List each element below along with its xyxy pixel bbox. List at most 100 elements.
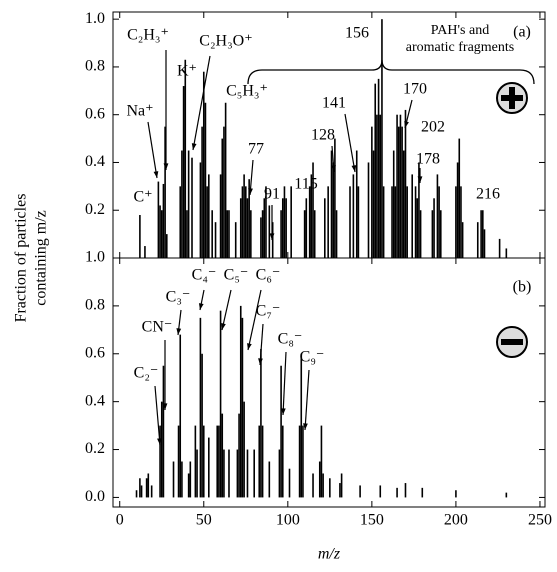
x-tick-label: 0: [116, 512, 124, 529]
bar: [285, 198, 287, 258]
annotation-arrow: [147, 121, 158, 179]
bar: [139, 215, 141, 258]
bar: [414, 186, 417, 258]
bar: [241, 317, 244, 498]
bar: [179, 186, 182, 258]
arrow-head: [404, 121, 409, 128]
y-tick-label: 1.0: [85, 10, 105, 27]
annotation: 156: [345, 25, 369, 42]
arrow-head: [221, 323, 226, 330]
bar: [224, 102, 227, 258]
arrow-head: [417, 176, 423, 183]
bar: [261, 210, 264, 258]
bar: [160, 210, 163, 258]
annotation: C₂⁻: [134, 365, 159, 382]
bar: [260, 217, 262, 258]
arrow-head: [280, 408, 286, 415]
bar: [355, 150, 358, 258]
arrow-head: [191, 143, 197, 150]
bar: [199, 317, 202, 498]
bar: [480, 210, 482, 258]
annotation: C⁺: [133, 189, 152, 206]
bar: [223, 449, 225, 498]
bar: [239, 305, 242, 498]
x-tick-label: 100: [276, 512, 300, 529]
bar: [374, 83, 377, 258]
bar: [253, 449, 255, 498]
bar: [340, 473, 343, 498]
bar: [404, 109, 407, 258]
bar: [312, 473, 314, 498]
bar: [320, 425, 323, 498]
bar: [244, 186, 247, 258]
bar: [260, 348, 262, 498]
bar: [189, 461, 192, 498]
bar: [208, 437, 210, 498]
annotation: 178: [416, 151, 440, 168]
bar: [505, 248, 508, 258]
arrow-head: [157, 438, 162, 445]
y-tick-label: 0.2: [85, 201, 105, 218]
bar: [349, 186, 351, 258]
x-tick-label: 200: [444, 512, 468, 529]
bar: [187, 473, 190, 498]
annotation-arrow: [192, 55, 211, 151]
panel-label: (b): [513, 279, 532, 296]
bar: [186, 210, 188, 258]
annotation: C₂H₃O⁺: [199, 33, 252, 50]
bar: [367, 162, 370, 258]
bar: [330, 150, 333, 258]
bar: [228, 210, 230, 258]
bracket-label: PAH's and: [431, 23, 489, 38]
bracket: [247, 59, 535, 85]
bar: [433, 198, 435, 258]
bar: [165, 234, 168, 258]
annotation: 128: [311, 127, 335, 144]
annotation: CN⁻: [142, 319, 173, 336]
bar: [401, 126, 403, 258]
bar: [396, 487, 398, 498]
bar: [359, 485, 361, 498]
x-axis-label: m/z: [318, 546, 341, 563]
annotation: 77: [248, 141, 264, 158]
arrow-head: [162, 403, 168, 410]
bar: [381, 19, 383, 258]
bar: [204, 102, 207, 258]
bar: [164, 126, 166, 258]
annotation: C₇⁻: [256, 303, 281, 320]
bar: [310, 174, 313, 258]
minus-icon: [496, 326, 528, 358]
bar: [416, 198, 419, 258]
bar: [323, 198, 326, 258]
bar: [172, 461, 175, 498]
bar: [271, 222, 274, 258]
bar: [397, 126, 400, 258]
bar: [438, 186, 440, 258]
y-tick-label: 0.6: [85, 344, 105, 361]
annotation: K⁺: [177, 63, 197, 80]
bar: [396, 114, 398, 258]
bar: [280, 210, 282, 258]
annotation: 115: [294, 176, 317, 193]
annotation-arrow: [221, 289, 232, 331]
bar: [283, 186, 286, 258]
annotation: C₈⁻: [278, 331, 303, 348]
bar: [308, 186, 311, 258]
bar: [476, 222, 479, 258]
bar: [211, 210, 213, 258]
bar: [498, 238, 501, 258]
bar: [302, 425, 304, 498]
bar: [382, 186, 385, 258]
bar: [214, 222, 217, 258]
bar: [150, 485, 153, 498]
bar: [187, 150, 190, 258]
bar: [221, 413, 224, 498]
bar: [483, 229, 486, 258]
bar: [159, 425, 161, 498]
arrow-head: [176, 328, 182, 335]
annotation: 91: [264, 186, 280, 203]
plus-icon: [496, 82, 528, 114]
arrow-head: [269, 233, 275, 240]
bar: [268, 461, 271, 498]
annotation: 216: [476, 186, 500, 203]
